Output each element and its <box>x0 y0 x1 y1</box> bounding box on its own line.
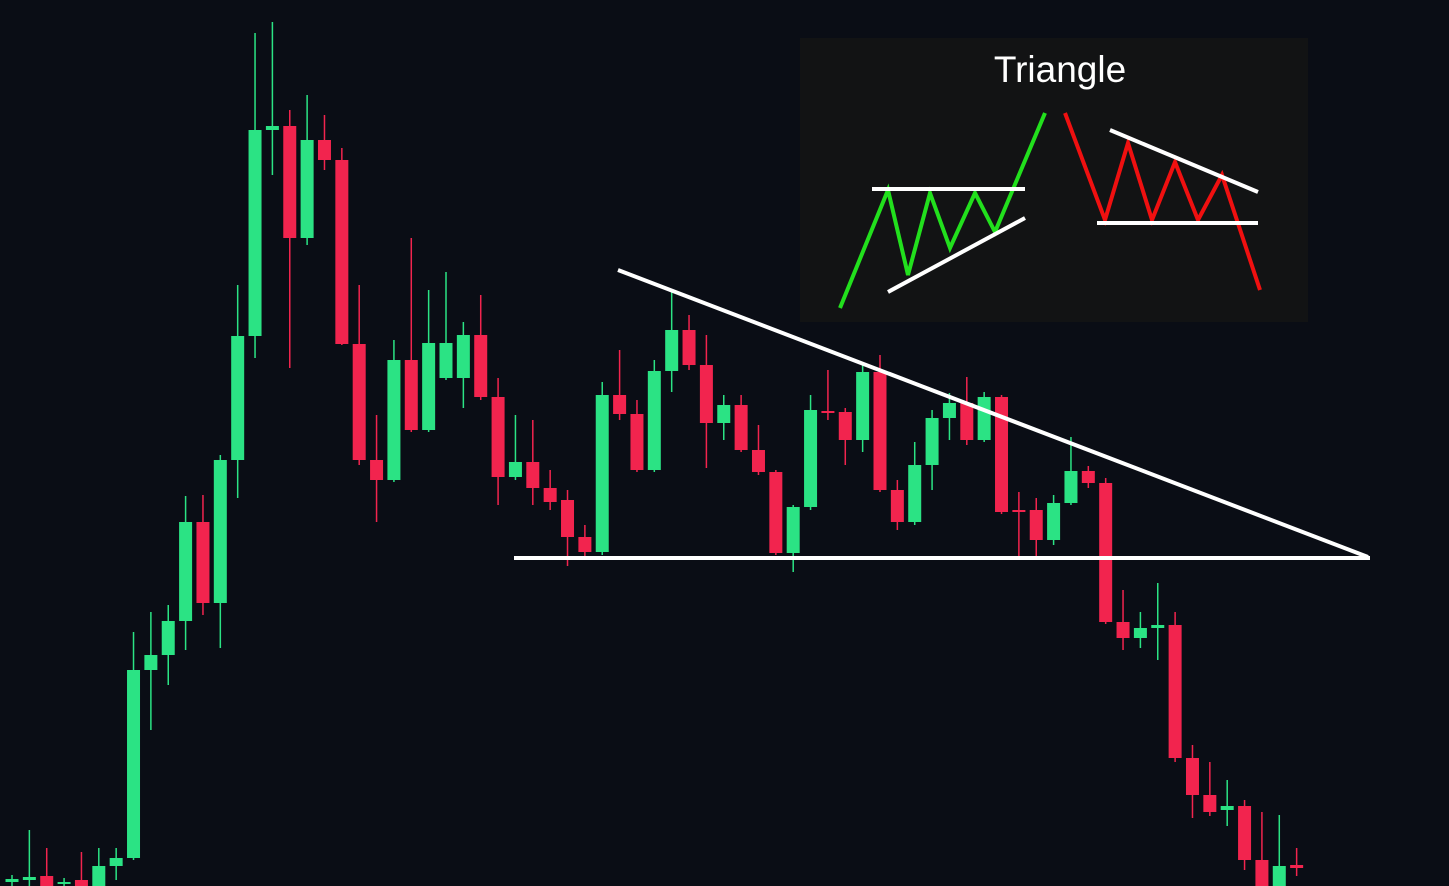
candle-body <box>1290 865 1304 868</box>
candle-body <box>769 472 783 553</box>
candle-body <box>942 403 956 418</box>
candle-body <box>1047 503 1061 540</box>
candle-body <box>439 343 453 378</box>
candle-body <box>265 126 279 130</box>
candle-body <box>908 465 922 522</box>
candle-body <box>109 858 123 866</box>
candle-body <box>699 365 713 423</box>
candle-body <box>404 360 418 430</box>
candle-body <box>161 621 175 655</box>
candle-body <box>1238 806 1252 860</box>
candle-body <box>283 126 297 238</box>
candle-body <box>1064 471 1078 503</box>
candle-body <box>543 488 557 502</box>
candle-body <box>92 866 106 886</box>
candle-body <box>1220 806 1234 810</box>
candle-body <box>804 410 818 507</box>
candle-body <box>821 411 835 413</box>
candle-body <box>786 507 800 553</box>
candle-body <box>127 670 141 858</box>
candle-body <box>5 879 19 882</box>
candle-body <box>578 537 592 552</box>
candle-body <box>960 403 974 440</box>
candle-body <box>248 130 262 336</box>
candle-body <box>1099 483 1113 622</box>
candle-body <box>856 372 870 440</box>
candle-body <box>995 397 1009 512</box>
candle-body <box>474 335 488 397</box>
candle-body <box>717 405 731 423</box>
candle-body <box>456 335 470 378</box>
candle-body <box>682 330 696 365</box>
candle-body <box>1116 622 1130 638</box>
candle-body <box>630 414 644 470</box>
candle-body <box>508 462 522 477</box>
candle-body <box>838 412 852 440</box>
candle-body <box>335 160 349 344</box>
candle-body <box>231 336 245 460</box>
candle-body <box>977 397 991 440</box>
candle-body <box>1133 628 1147 638</box>
candle-body <box>890 490 904 522</box>
candle-body <box>734 405 748 450</box>
candle-body <box>1151 625 1165 628</box>
candle-body <box>196 522 210 603</box>
candle-body <box>647 371 661 470</box>
candle-body <box>57 882 71 884</box>
candle-body <box>74 880 88 886</box>
candle-body <box>1185 758 1199 795</box>
candle-body <box>873 372 887 490</box>
candle-body <box>561 500 575 537</box>
candle-body <box>300 140 314 238</box>
candles <box>5 22 1304 886</box>
inset: Triangle <box>800 38 1308 322</box>
ascending-pattern <box>838 112 1047 309</box>
candle-body <box>526 462 540 488</box>
candle-body <box>1081 471 1095 483</box>
candle-body <box>1012 510 1026 512</box>
candle-body <box>1255 860 1269 886</box>
candle-body <box>491 397 505 477</box>
candle-body <box>1168 625 1182 758</box>
candle-body <box>665 330 679 371</box>
candle-body <box>352 344 366 460</box>
candle-body <box>1029 510 1043 540</box>
candle-body <box>613 395 627 414</box>
pattern-line <box>887 216 1026 294</box>
candle-body <box>317 140 331 160</box>
candle-body <box>387 360 401 480</box>
resistance-trendline <box>617 268 1369 559</box>
candle-body <box>213 460 227 603</box>
candle-body <box>179 522 193 621</box>
candle-body <box>370 460 384 480</box>
candle-body <box>144 655 158 670</box>
candle-body <box>1272 866 1286 886</box>
candle-body <box>925 418 939 465</box>
candle-body <box>422 343 436 430</box>
candle-body <box>1203 795 1217 812</box>
descending-pattern <box>1063 112 1262 291</box>
candle-body <box>40 876 54 886</box>
candle-body <box>22 877 36 880</box>
candle-body <box>595 395 609 552</box>
pattern-line <box>1109 128 1259 194</box>
inset-title: Triangle <box>994 49 1126 90</box>
candle-body <box>751 450 765 472</box>
